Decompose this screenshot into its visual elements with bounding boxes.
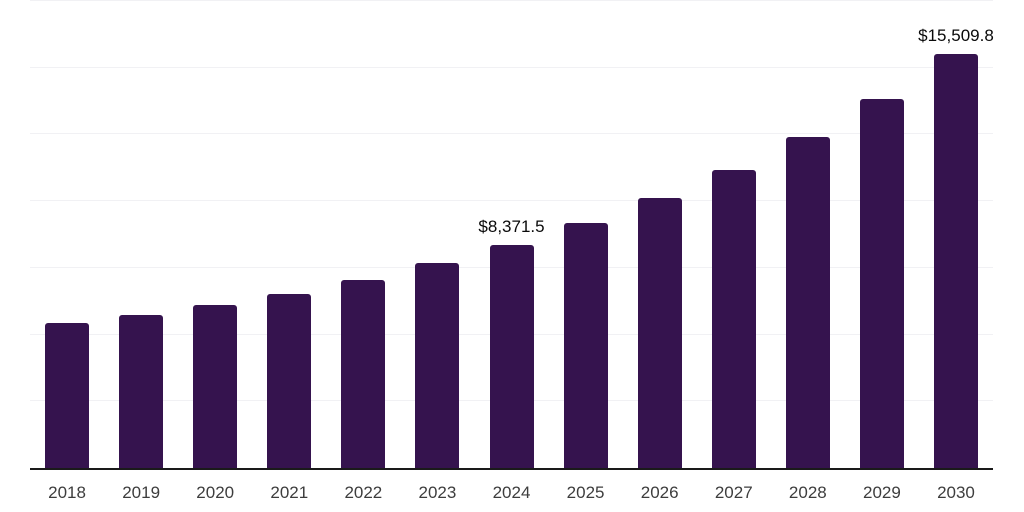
bar-2021 — [267, 294, 312, 468]
x-tick-label-2025: 2025 — [566, 483, 605, 502]
x-tick-label-2026: 2026 — [640, 483, 679, 502]
x-tick-label-2023: 2023 — [418, 483, 457, 502]
x-tick-label-2021: 2021 — [270, 483, 309, 502]
x-tick-label-2019: 2019 — [122, 483, 161, 502]
value-label-2024: $8,371.5 — [478, 216, 545, 236]
bar-2027 — [711, 169, 756, 468]
bar-2025 — [563, 223, 608, 468]
bar-2030 — [933, 54, 978, 468]
bars-container: $8,371.5 $15,509.8 — [30, 1, 994, 468]
bar-2028 — [785, 136, 830, 468]
bar-slot-2026 — [623, 1, 697, 468]
bar-2024 — [489, 244, 534, 468]
bar-slot-2025 — [549, 1, 623, 468]
bar-slot-2023 — [400, 1, 474, 468]
gridline-15000 — [30, 66, 993, 68]
x-tick-label-2027: 2027 — [714, 483, 753, 502]
gridline-12500 — [30, 133, 993, 135]
plot-area: $8,371.5 $15,509.8 — [30, 0, 994, 470]
bar-2023 — [415, 263, 460, 468]
bar-slot-2020 — [178, 1, 252, 468]
bar-2018 — [45, 322, 90, 468]
x-axis-labels: 2018 2019 2020 2021 2022 2023 2024 2025 2026 2027… — [30, 483, 993, 503]
x-tick-label-2029: 2029 — [862, 483, 901, 502]
bar-slot-2019 — [104, 1, 178, 468]
bar-slot-2027 — [697, 1, 771, 468]
x-tick-label-2030: 2030 — [937, 483, 975, 502]
bar-slot-2029 — [845, 1, 919, 468]
bar-slot-2022 — [326, 1, 400, 468]
bar-2020 — [193, 304, 238, 468]
x-tick-label-2020: 2020 — [196, 483, 235, 502]
value-label-2030: $15,509.8 — [918, 26, 994, 46]
bar-slot-2021 — [252, 1, 326, 468]
bar-slot-2028 — [771, 1, 845, 468]
bar-2026 — [637, 198, 682, 468]
bar-slot-2024: $8,371.5 — [474, 1, 548, 468]
bar-2029 — [859, 98, 904, 468]
bar-slot-2030: $15,509.8 — [918, 1, 994, 468]
x-tick-label-2028: 2028 — [788, 483, 827, 502]
x-tick-label-2022: 2022 — [344, 483, 383, 502]
gridline-10000 — [30, 200, 993, 202]
bar-slot-2018 — [30, 1, 104, 468]
bar-2022 — [341, 280, 386, 468]
bar-2019 — [119, 314, 164, 468]
x-tick-label-2018: 2018 — [48, 483, 86, 502]
x-tick-label-2024: 2024 — [492, 483, 531, 502]
gridline-17500 — [30, 0, 993, 1]
